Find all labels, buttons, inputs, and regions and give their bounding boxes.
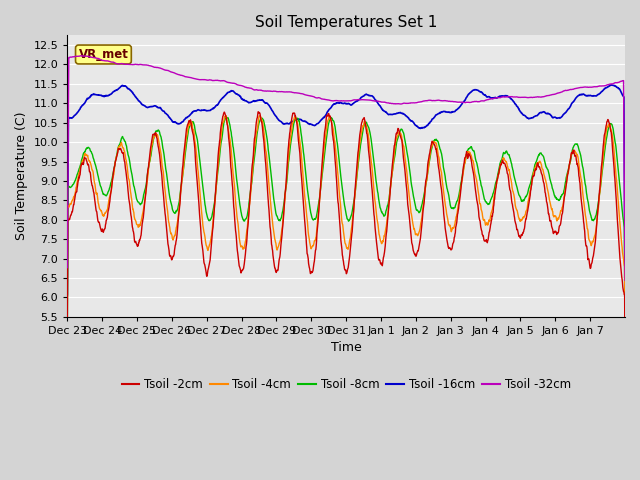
- X-axis label: Time: Time: [331, 341, 362, 354]
- Y-axis label: Soil Temperature (C): Soil Temperature (C): [15, 112, 28, 240]
- Text: VR_met: VR_met: [79, 48, 129, 61]
- Legend: Tsoil -2cm, Tsoil -4cm, Tsoil -8cm, Tsoil -16cm, Tsoil -32cm: Tsoil -2cm, Tsoil -4cm, Tsoil -8cm, Tsoi…: [117, 373, 575, 396]
- Title: Soil Temperatures Set 1: Soil Temperatures Set 1: [255, 15, 437, 30]
